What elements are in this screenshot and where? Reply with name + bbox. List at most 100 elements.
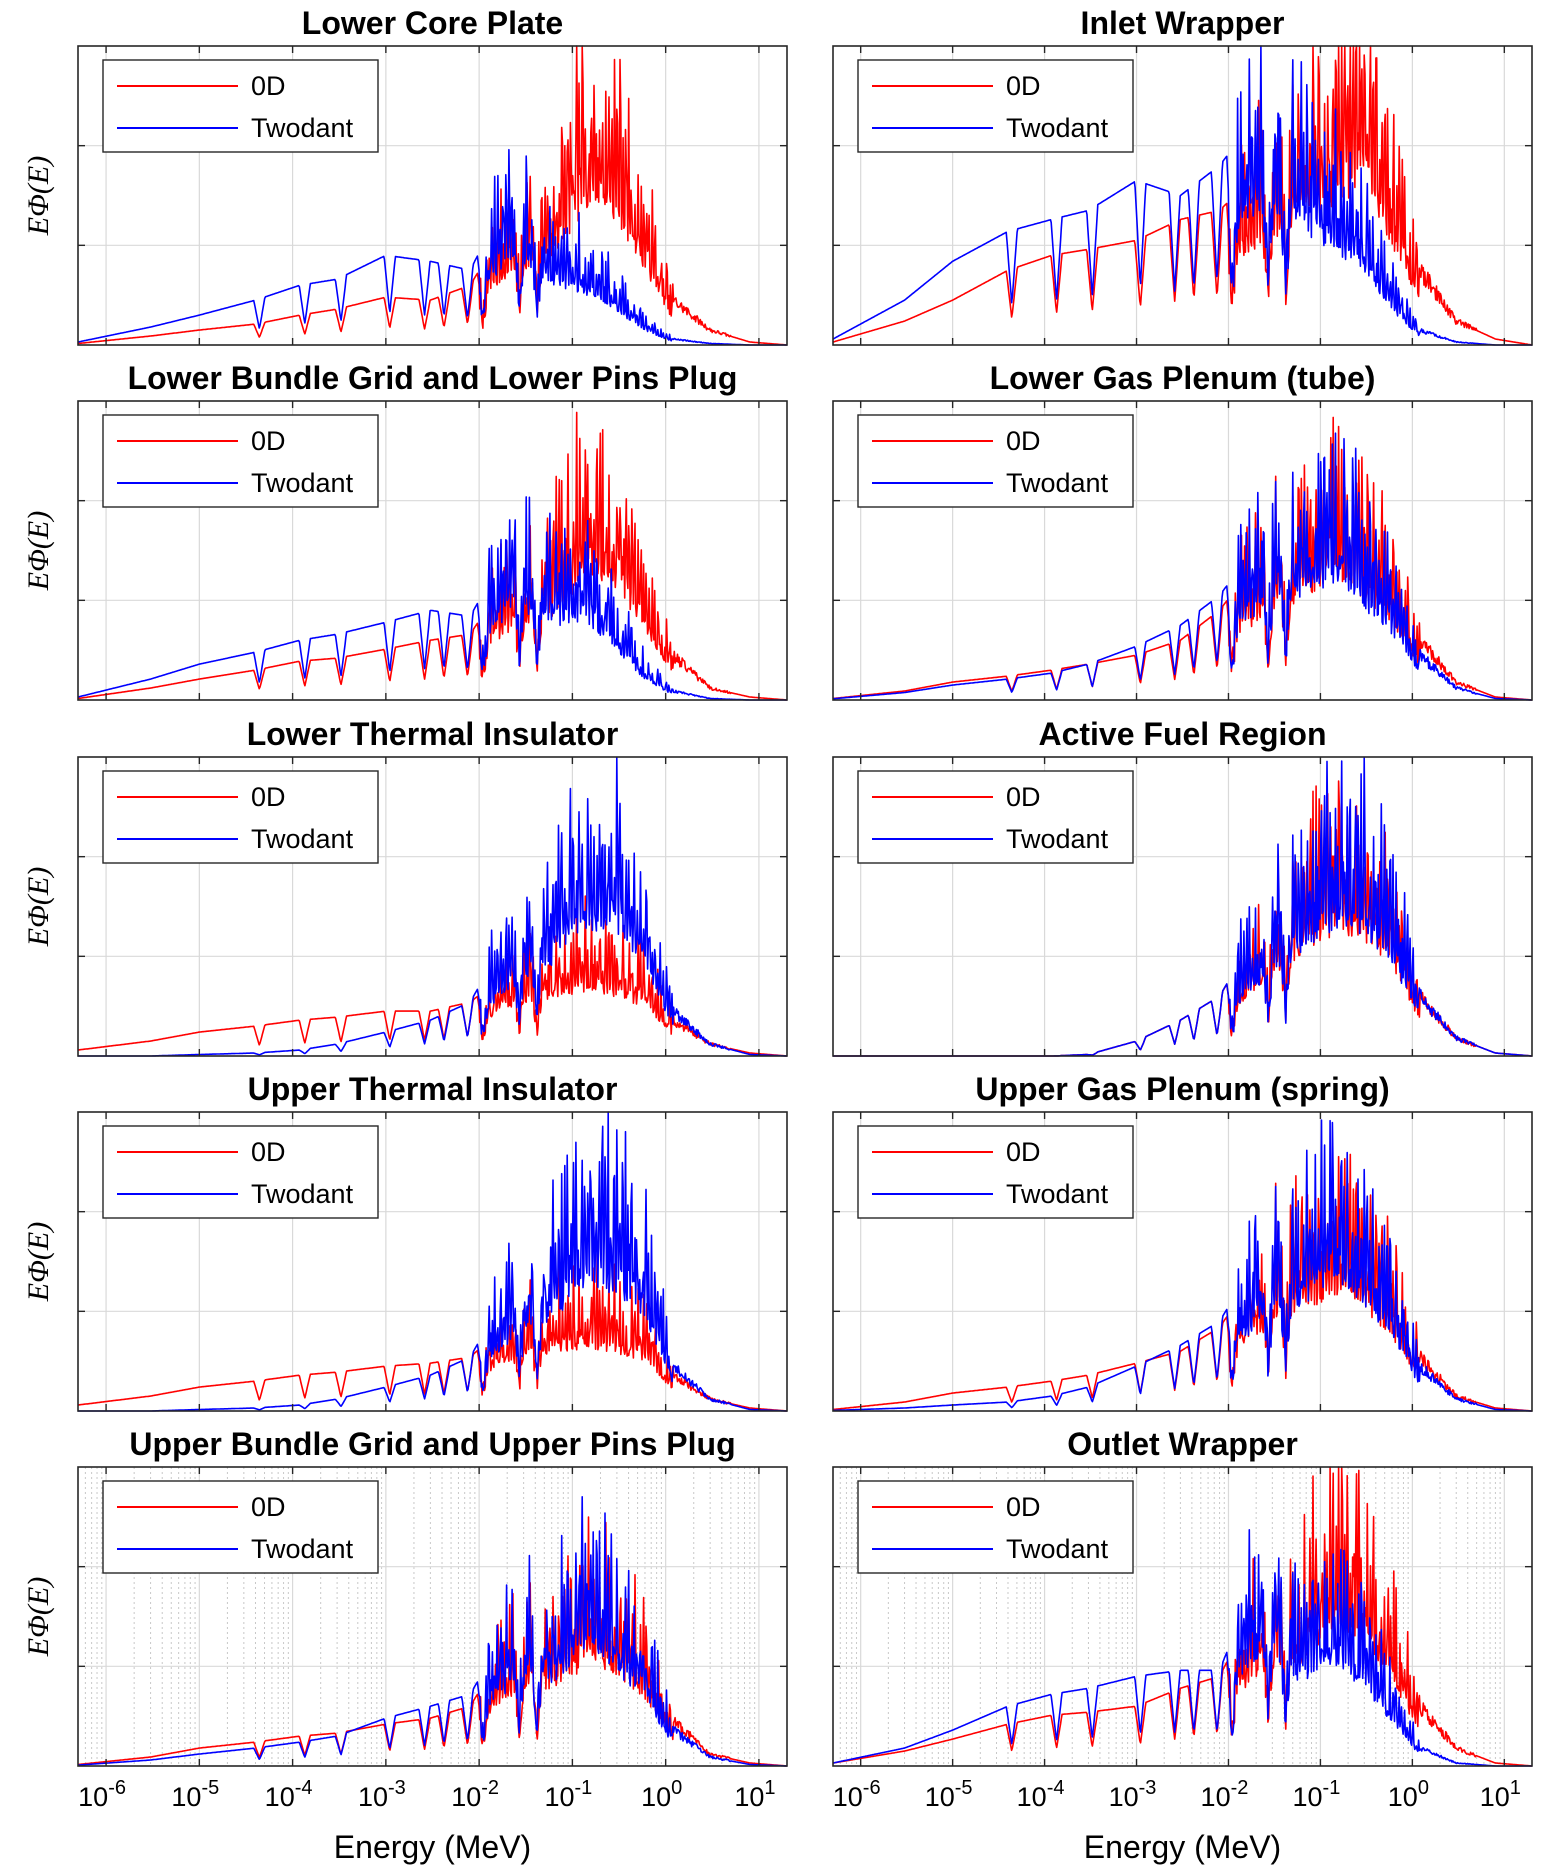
x-tick-label: 10-1 [1293,1777,1341,1812]
x-tick-label: 10-5 [925,1777,973,1812]
axes-box [832,1466,1533,1767]
series-line [832,1529,1532,1767]
legend-box [102,770,379,864]
series-line [77,496,787,701]
x-tick-label: 101 [734,1777,775,1812]
legend: 0D Twodant [857,59,1134,153]
x-tick-label: 10-2 [451,1777,499,1812]
legend-label: Twodant [1006,468,1109,498]
y-axis-label: EΦ(E) [22,156,55,236]
legend-box [102,59,379,153]
chart-panel: Inlet Wrapper 0D Twodant [832,5,1533,346]
x-tick-label: 100 [641,1777,682,1812]
axes-box [832,1111,1533,1412]
legend-label: 0D [251,1137,286,1167]
chart-panel: Lower Gas Plenum (tube) 0D Twodant [832,360,1533,701]
chart-title: Lower Gas Plenum (tube) [990,360,1376,396]
legend: 0D Twodant [857,414,1134,508]
chart-panel: Outlet Wrapper 0D Twodant 10-6 10-5 10-4 10-3 1… [832,1426,1533,1865]
chart-panel: Lower Bundle Grid and Lower Pins Plug EΦ(… [22,360,788,701]
axes-box [832,400,1533,701]
chart-title: Upper Gas Plenum (spring) [975,1071,1389,1107]
legend-label: Twodant [251,113,354,143]
series-line [77,45,788,346]
axes-box [77,400,788,701]
legend: 0D Twodant [102,770,379,864]
legend-box [857,1125,1134,1219]
chart-title: Upper Thermal Insulator [248,1071,618,1107]
x-tick-label: 10-5 [171,1777,219,1812]
series-line [832,432,1532,701]
series-line [78,1111,787,1412]
x-tick-label: 100 [1388,1777,1429,1812]
chart-title: Inlet Wrapper [1081,5,1285,41]
legend-box [857,59,1134,153]
legend-label: 0D [1006,1137,1041,1167]
legend-label: 0D [251,71,286,101]
legend-box [102,414,379,508]
legend-box [857,770,1134,864]
legend-box [102,1125,379,1219]
legend-label: 0D [251,782,286,812]
legend: 0D Twodant [102,414,379,508]
chart-panel: Upper Thermal Insulator EΦ(E) 0D Twodant [22,1071,788,1412]
legend: 0D Twodant [102,59,379,153]
y-axis-label: EΦ(E) [22,867,55,947]
chart-title: Lower Thermal Insulator [247,716,619,752]
series-line [832,45,1532,346]
legend: 0D Twodant [857,770,1134,864]
legend: 0D Twodant [857,1480,1134,1574]
legend: 0D Twodant [102,1480,379,1574]
y-axis-label: EΦ(E) [22,1577,55,1657]
x-tick-label: 10-4 [265,1777,313,1812]
series-line [77,411,788,701]
axes-box [77,756,788,1057]
legend-label: Twodant [1006,1179,1109,1209]
series-line [832,1466,1533,1767]
chart-panel: Active Fuel Region 0D Twodant [832,716,1533,1057]
legend-label: Twodant [1006,113,1109,143]
legend-label: Twodant [251,824,354,854]
axes-box [77,45,788,346]
chart-title: Upper Bundle Grid and Upper Pins Plug [129,1426,735,1462]
legend-label: Twodant [251,1179,354,1209]
x-tick-label: 10-1 [544,1777,592,1812]
x-tick-label: 10-2 [1201,1777,1249,1812]
series-line [77,148,787,346]
legend-label: 0D [251,1492,286,1522]
y-axis-label: EΦ(E) [22,1222,55,1302]
legend-label: Twodant [251,468,354,498]
legend-label: 0D [1006,426,1041,456]
legend-box [102,1480,379,1574]
legend-label: 0D [1006,1492,1041,1522]
chart-panel: Upper Bundle Grid and Upper Pins Plug EΦ(… [22,1426,788,1865]
x-tick-label: 10-6 [78,1777,126,1812]
legend: 0D Twodant [857,1125,1134,1219]
x-tick-label: 10-6 [833,1777,881,1812]
x-axis-label: Energy (MeV) [334,1829,531,1865]
series-line [78,756,787,1057]
legend-label: Twodant [251,1534,354,1564]
chart-panel: Upper Gas Plenum (spring) 0D Twodant [832,1071,1533,1412]
x-tick-label: 10-3 [1109,1777,1157,1812]
axes-box [832,756,1533,1057]
chart-title: Lower Bundle Grid and Lower Pins Plug [128,360,738,396]
series-line [77,895,788,1057]
chart-panel: Lower Core Plate EΦ(E) 0D Twodant [22,5,788,346]
series-line [77,1496,787,1767]
x-tick-label: 10-3 [358,1777,406,1812]
legend-label: 0D [1006,71,1041,101]
chart-title: Active Fuel Region [1038,716,1326,752]
axes-box [832,45,1533,346]
series-line [77,1253,788,1412]
series-line [833,1119,1532,1412]
axes-box [77,1466,788,1767]
legend-label: Twodant [1006,1534,1109,1564]
legend: 0D Twodant [102,1125,379,1219]
legend-label: Twodant [1006,824,1109,854]
legend-label: 0D [1006,782,1041,812]
x-tick-label: 101 [1480,1777,1521,1812]
series-line [832,45,1533,346]
legend-label: 0D [251,426,286,456]
